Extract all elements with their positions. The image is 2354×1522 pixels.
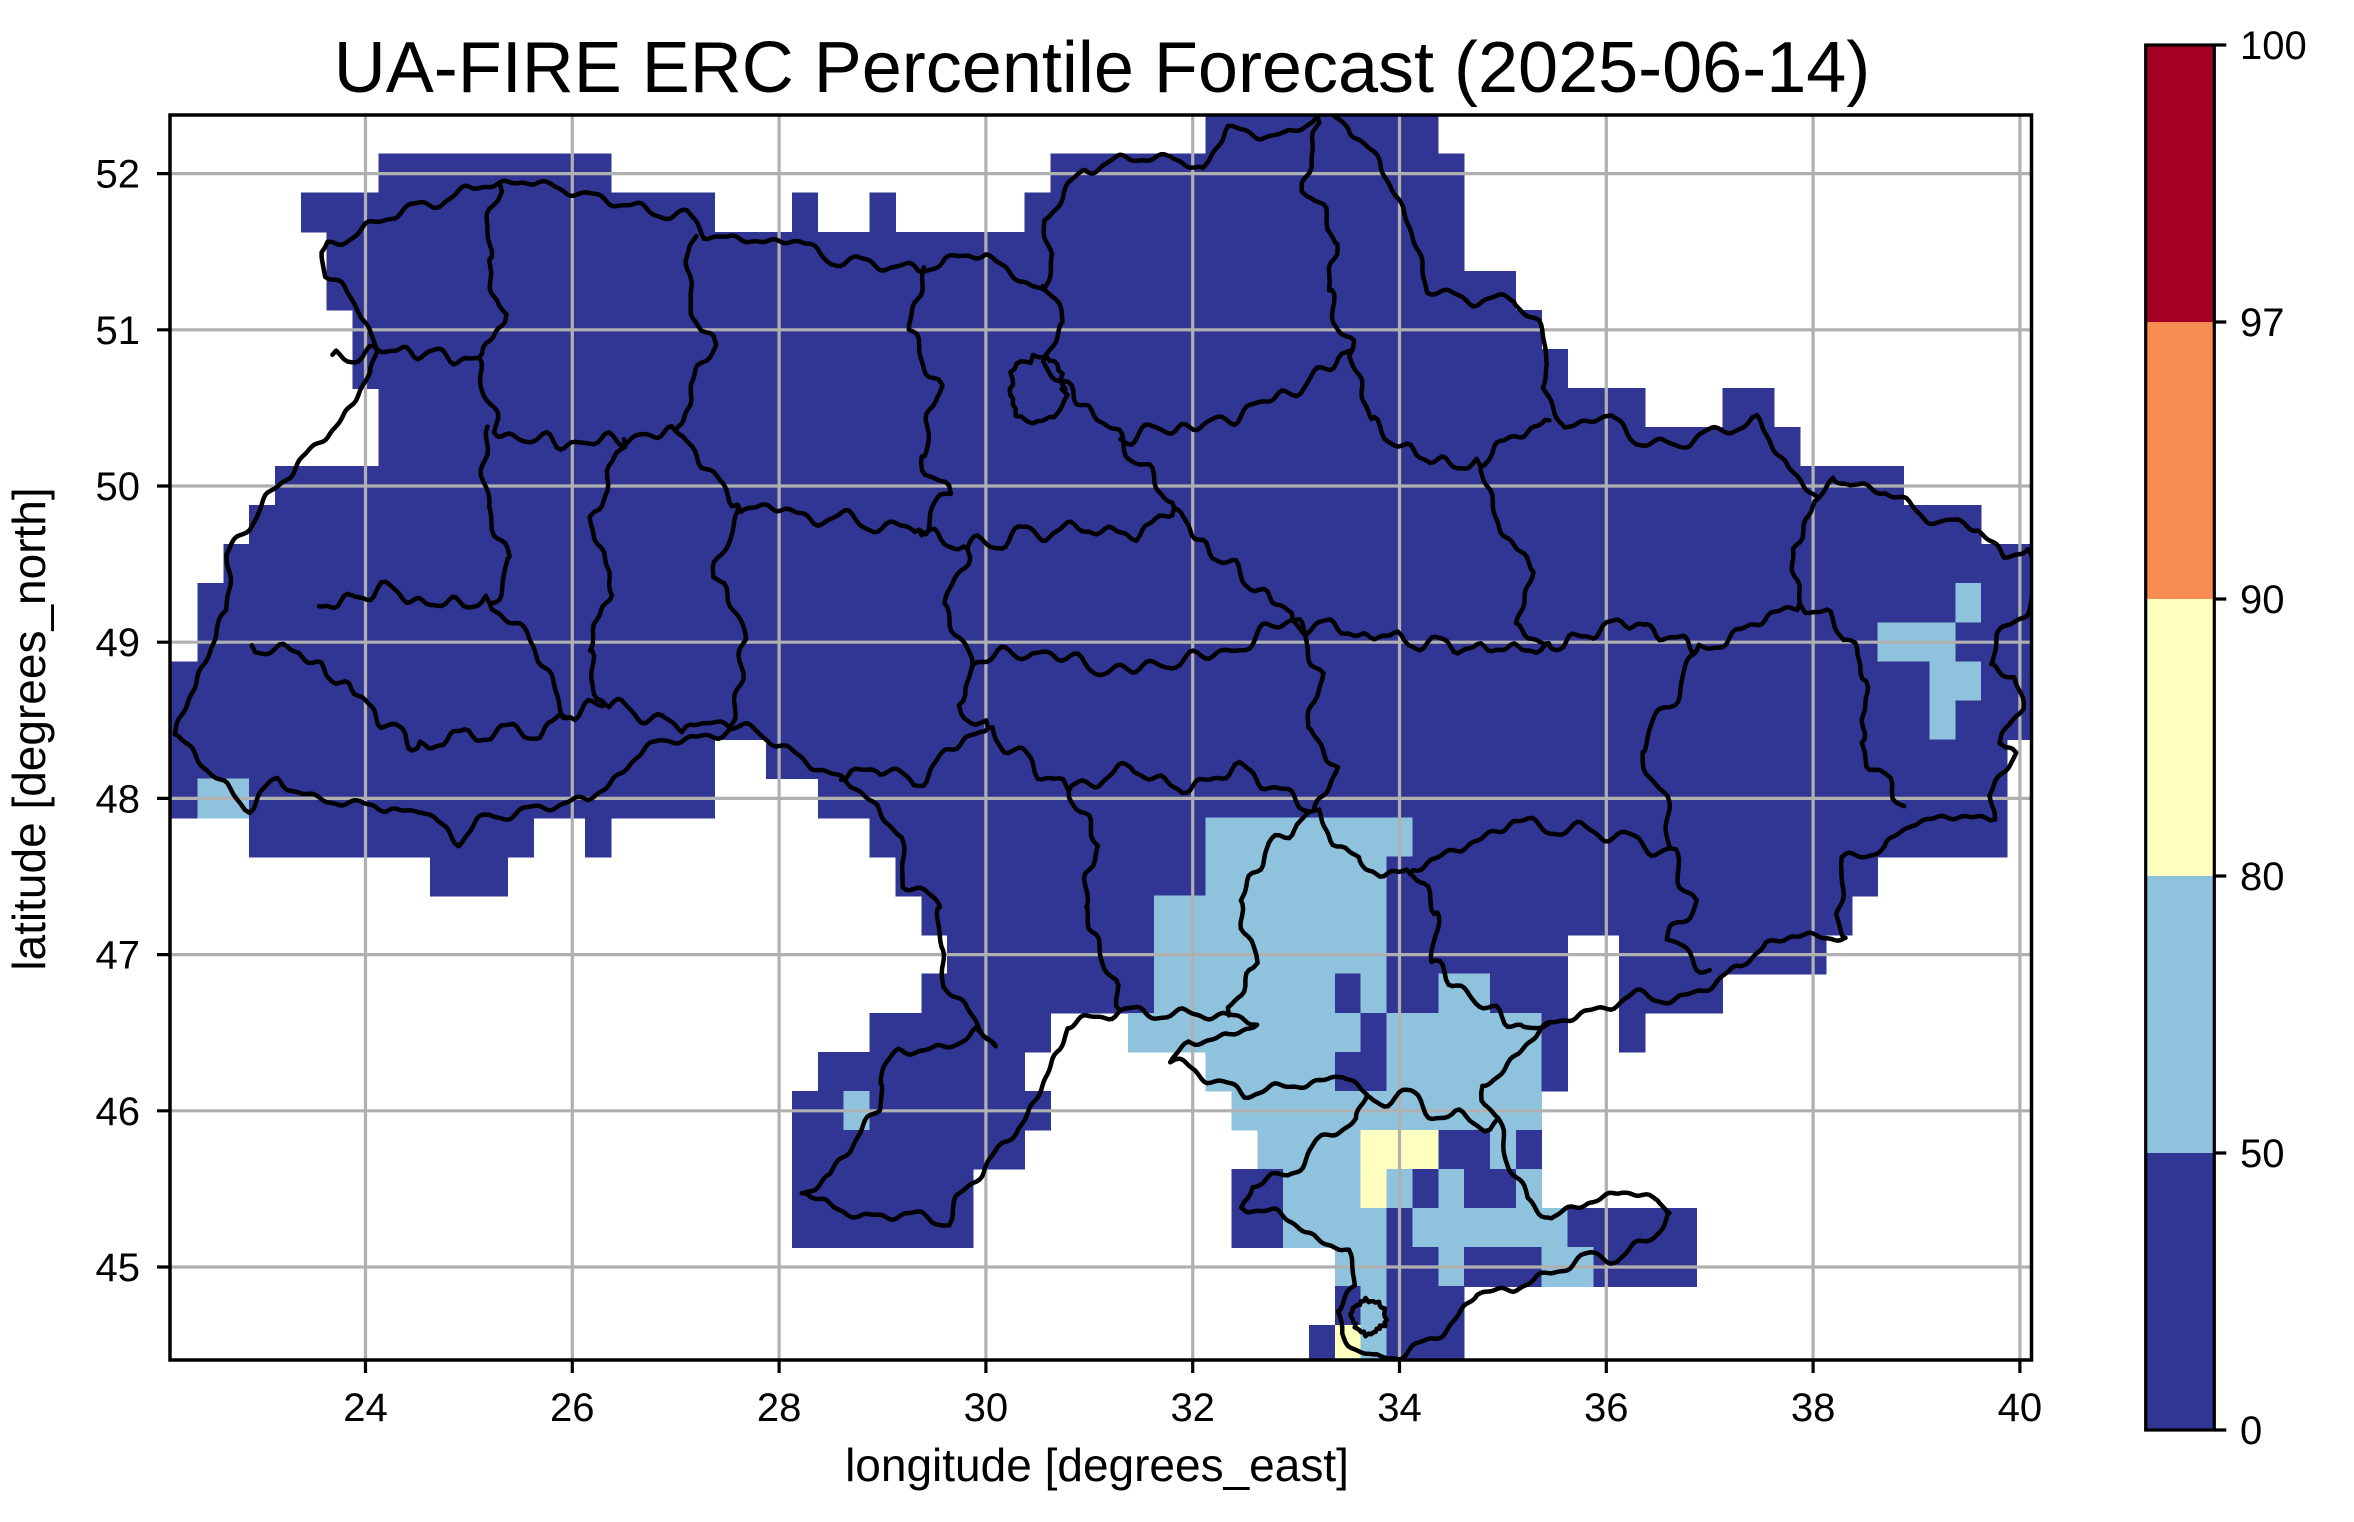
svg-text:24: 24 xyxy=(343,1386,388,1430)
svg-text:49: 49 xyxy=(96,621,141,665)
svg-text:0: 0 xyxy=(2240,1409,2262,1453)
svg-text:longitude [degrees_east]: longitude [degrees_east] xyxy=(845,1439,1349,1491)
svg-text:45: 45 xyxy=(96,1246,141,1290)
svg-text:100: 100 xyxy=(2240,24,2307,68)
svg-text:46: 46 xyxy=(96,1090,141,1134)
svg-text:latitude [degrees_north]: latitude [degrees_north] xyxy=(3,487,55,970)
svg-text:90: 90 xyxy=(2240,578,2285,622)
svg-text:48: 48 xyxy=(96,777,141,821)
svg-text:52: 52 xyxy=(96,153,141,197)
svg-text:32: 32 xyxy=(1170,1386,1215,1430)
svg-text:36: 36 xyxy=(1584,1386,1629,1430)
svg-text:UA-FIRE ERC Percentile Forecas: UA-FIRE ERC Percentile Forecast (2025-06… xyxy=(334,28,1871,108)
svg-text:50: 50 xyxy=(96,465,141,509)
svg-text:97: 97 xyxy=(2240,301,2285,345)
svg-text:47: 47 xyxy=(96,934,141,978)
svg-text:28: 28 xyxy=(757,1386,802,1430)
svg-text:30: 30 xyxy=(964,1386,1009,1430)
svg-text:51: 51 xyxy=(96,309,141,353)
svg-text:40: 40 xyxy=(1998,1386,2043,1430)
svg-text:38: 38 xyxy=(1791,1386,1836,1430)
svg-text:34: 34 xyxy=(1377,1386,1422,1430)
svg-text:26: 26 xyxy=(550,1386,595,1430)
svg-text:80: 80 xyxy=(2240,855,2285,899)
svg-text:50: 50 xyxy=(2240,1132,2285,1176)
